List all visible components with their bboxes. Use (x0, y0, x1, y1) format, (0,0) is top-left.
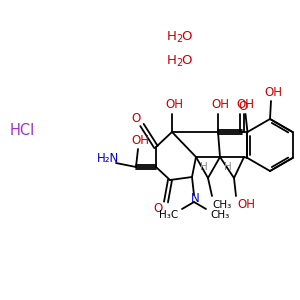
Text: O: O (181, 53, 192, 67)
Text: OH: OH (237, 199, 255, 212)
Text: OH: OH (236, 98, 254, 112)
Text: H: H (224, 162, 232, 172)
Text: OH: OH (165, 98, 183, 112)
Text: CH₃: CH₃ (210, 210, 230, 220)
Text: H: H (167, 29, 176, 43)
Text: O: O (131, 112, 141, 124)
Text: OH: OH (264, 85, 282, 98)
Text: O: O (153, 202, 163, 215)
Text: N: N (190, 193, 200, 206)
Text: 2: 2 (176, 34, 183, 44)
Text: H: H (200, 162, 208, 172)
Text: OH: OH (211, 98, 229, 112)
Text: OH: OH (131, 134, 149, 146)
Text: O: O (238, 100, 247, 112)
Text: H: H (167, 53, 176, 67)
Text: HCl: HCl (10, 123, 35, 138)
Text: H₃C: H₃C (159, 210, 178, 220)
Text: O: O (181, 29, 192, 43)
Text: H₂N: H₂N (97, 152, 119, 164)
Text: 2: 2 (176, 58, 183, 68)
Text: CH₃: CH₃ (212, 200, 232, 210)
